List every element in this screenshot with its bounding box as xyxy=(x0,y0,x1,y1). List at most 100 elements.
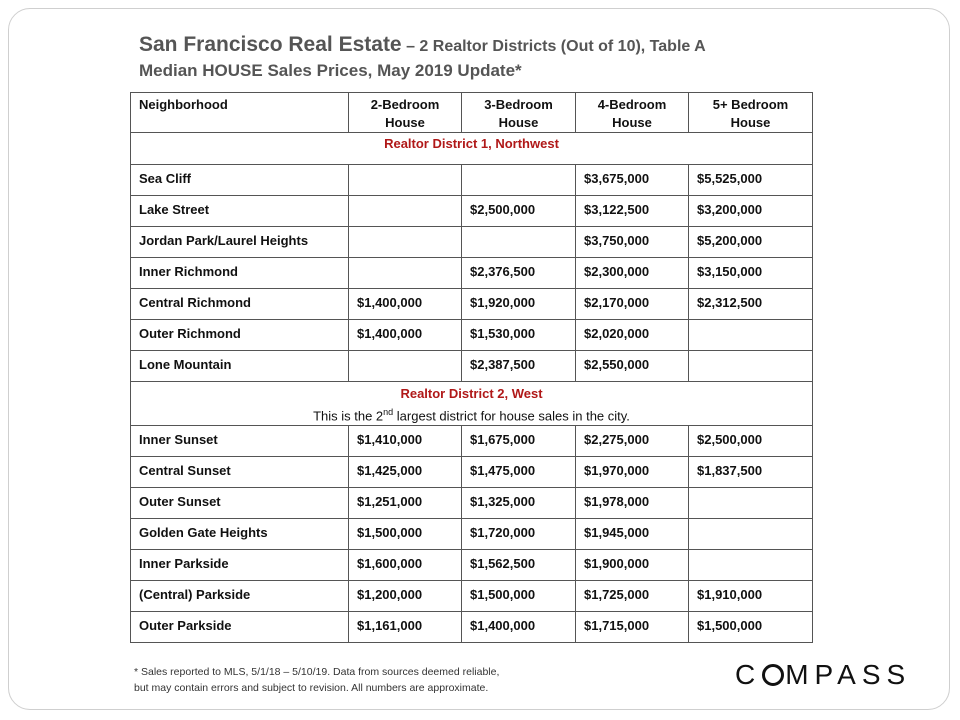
footnote-line-2: but may contain errors and subject to re… xyxy=(134,682,489,694)
district-2-note-sup: nd xyxy=(383,407,394,417)
price-cell: $3,675,000 xyxy=(575,164,689,196)
price-cell: $1,715,000 xyxy=(575,611,689,644)
price-cell xyxy=(348,164,462,196)
table-row: Outer Parkside $1,161,000 $1,400,000 $1,715… xyxy=(130,611,813,644)
title-main: San Francisco Real Estate xyxy=(139,33,402,56)
district-1-heading: Realtor District 1, Northwest xyxy=(130,132,813,165)
price-cell: $1,910,000 xyxy=(688,580,813,613)
header-2-bedroom: 2-Bedroom House xyxy=(348,92,462,133)
price-cell: $2,300,000 xyxy=(575,257,689,289)
price-cell: $1,400,000 xyxy=(348,288,462,320)
price-cell: $5,200,000 xyxy=(688,226,813,258)
slide-title: San Francisco Real Estate – 2 Realtor Di… xyxy=(139,33,839,83)
table-row: Inner Sunset $1,410,000 $1,675,000 $2,275,0… xyxy=(130,425,813,458)
price-cell: $1,720,000 xyxy=(461,518,576,551)
price-cell: $2,387,500 xyxy=(461,350,576,382)
neighborhood-cell: Lone Mountain xyxy=(130,350,349,382)
footnote-line-1: * Sales reported to MLS, 5/1/18 – 5/10/1… xyxy=(134,666,500,678)
logo-ring-icon xyxy=(762,664,785,686)
price-cell: $1,400,000 xyxy=(348,319,462,351)
table-row: Jordan Park/Laurel Heights $3,750,000 $5,2… xyxy=(130,226,813,258)
neighborhood-cell: Golden Gate Heights xyxy=(130,518,349,551)
header-5plus-bedroom: 5+ Bedroom House xyxy=(688,92,813,133)
price-cell: $1,920,000 xyxy=(461,288,576,320)
price-cell: $1,500,000 xyxy=(348,518,462,551)
price-cell: $2,376,500 xyxy=(461,257,576,289)
title-line-2: Median HOUSE Sales Prices, May 2019 Upda… xyxy=(139,61,522,80)
price-cell: $1,945,000 xyxy=(575,518,689,551)
neighborhood-cell: Lake Street xyxy=(130,195,349,227)
price-cell xyxy=(688,487,813,520)
neighborhood-cell: Sea Cliff xyxy=(130,164,349,196)
price-cell xyxy=(348,226,462,258)
neighborhood-cell: Inner Richmond xyxy=(130,257,349,289)
table-row: Inner Parkside $1,600,000 $1,562,500 $1,900… xyxy=(130,549,813,582)
title-subtitle: – 2 Realtor Districts (Out of 10), Table… xyxy=(401,38,706,55)
price-cell: $1,251,000 xyxy=(348,487,462,520)
district-1-heading-row: Realtor District 1, Northwest xyxy=(130,132,813,165)
price-cell: $1,410,000 xyxy=(348,425,462,458)
price-cell: $2,500,000 xyxy=(688,425,813,458)
price-cell: $3,750,000 xyxy=(575,226,689,258)
neighborhood-cell: Inner Sunset xyxy=(130,425,349,458)
header-3-bedroom: 3-Bedroom House xyxy=(461,92,576,133)
district-2-title: Realtor District 2, West xyxy=(400,386,543,401)
neighborhood-cell: Central Richmond xyxy=(130,288,349,320)
price-cell: $1,837,500 xyxy=(688,456,813,489)
footnote: * Sales reported to MLS, 5/1/18 – 5/10/1… xyxy=(134,664,499,696)
price-cell: $3,150,000 xyxy=(688,257,813,289)
table-row: Golden Gate Heights $1,500,000 $1,720,000 $… xyxy=(130,518,813,551)
table-row: Outer Sunset $1,251,000 $1,325,000 $1,978,0… xyxy=(130,487,813,520)
price-cell: $1,475,000 xyxy=(461,456,576,489)
price-cell: $2,550,000 xyxy=(575,350,689,382)
neighborhood-cell: (Central) Parkside xyxy=(130,580,349,613)
price-cell: $1,978,000 xyxy=(575,487,689,520)
table-row: Inner Richmond $2,376,500 $2,300,000 $3,150… xyxy=(130,257,813,289)
table-header-row: Neighborhood 2-Bedroom House 3-Bedroom H… xyxy=(130,92,813,133)
district-2-heading: Realtor District 2, West This is the 2nd … xyxy=(130,380,813,427)
price-cell xyxy=(348,195,462,227)
logo-text-start: C xyxy=(735,659,762,690)
price-cell xyxy=(348,350,462,382)
table-row: (Central) Parkside $1,200,000 $1,500,000 $1… xyxy=(130,580,813,613)
table-row: Outer Richmond $1,400,000 $1,530,000 $2,020… xyxy=(130,319,813,351)
price-cell xyxy=(688,350,813,382)
district-2-note-text-end: largest district for house sales in the … xyxy=(393,408,630,424)
price-cell xyxy=(688,549,813,582)
price-cell: $1,970,000 xyxy=(575,456,689,489)
price-cell xyxy=(348,257,462,289)
neighborhood-cell: Outer Richmond xyxy=(130,319,349,351)
compass-logo: C MPASS xyxy=(735,659,911,691)
price-cell: $1,425,000 xyxy=(348,456,462,489)
price-cell: $2,312,500 xyxy=(688,288,813,320)
price-cell xyxy=(461,226,576,258)
price-cell: $2,500,000 xyxy=(461,195,576,227)
price-cell: $3,122,500 xyxy=(575,195,689,227)
price-cell: $1,325,000 xyxy=(461,487,576,520)
district-2-note-text: This is the 2 xyxy=(313,408,384,424)
price-cell: $5,525,000 xyxy=(688,164,813,196)
district-2-heading-row: Realtor District 2, West This is the 2nd … xyxy=(130,380,813,427)
price-cell: $2,020,000 xyxy=(575,319,689,351)
table-row: Central Sunset $1,425,000 $1,475,000 $1,970… xyxy=(130,456,813,489)
table-row: Sea Cliff $3,675,000 $5,525,000 xyxy=(130,164,813,196)
header-neighborhood: Neighborhood xyxy=(130,92,349,133)
price-cell: $1,675,000 xyxy=(461,425,576,458)
table-row: Lone Mountain $2,387,500 $2,550,000 xyxy=(130,350,813,382)
header-4-bedroom: 4-Bedroom House xyxy=(575,92,689,133)
district-2-note: This is the 2nd largest district for hou… xyxy=(139,403,804,425)
price-cell: $1,500,000 xyxy=(461,580,576,613)
table-row: Lake Street $2,500,000 $3,122,500 $3,200,00… xyxy=(130,195,813,227)
price-cell: $1,400,000 xyxy=(461,611,576,644)
price-cell xyxy=(688,518,813,551)
price-cell xyxy=(688,319,813,351)
price-cell: $1,200,000 xyxy=(348,580,462,613)
logo-text-end: MPASS xyxy=(785,659,912,690)
price-cell xyxy=(461,164,576,196)
price-cell: $1,161,000 xyxy=(348,611,462,644)
neighborhood-cell: Outer Parkside xyxy=(130,611,349,644)
price-cell: $1,530,000 xyxy=(461,319,576,351)
price-cell: $2,170,000 xyxy=(575,288,689,320)
price-table: Neighborhood 2-Bedroom House 3-Bedroom H… xyxy=(130,92,813,644)
price-cell: $2,275,000 xyxy=(575,425,689,458)
